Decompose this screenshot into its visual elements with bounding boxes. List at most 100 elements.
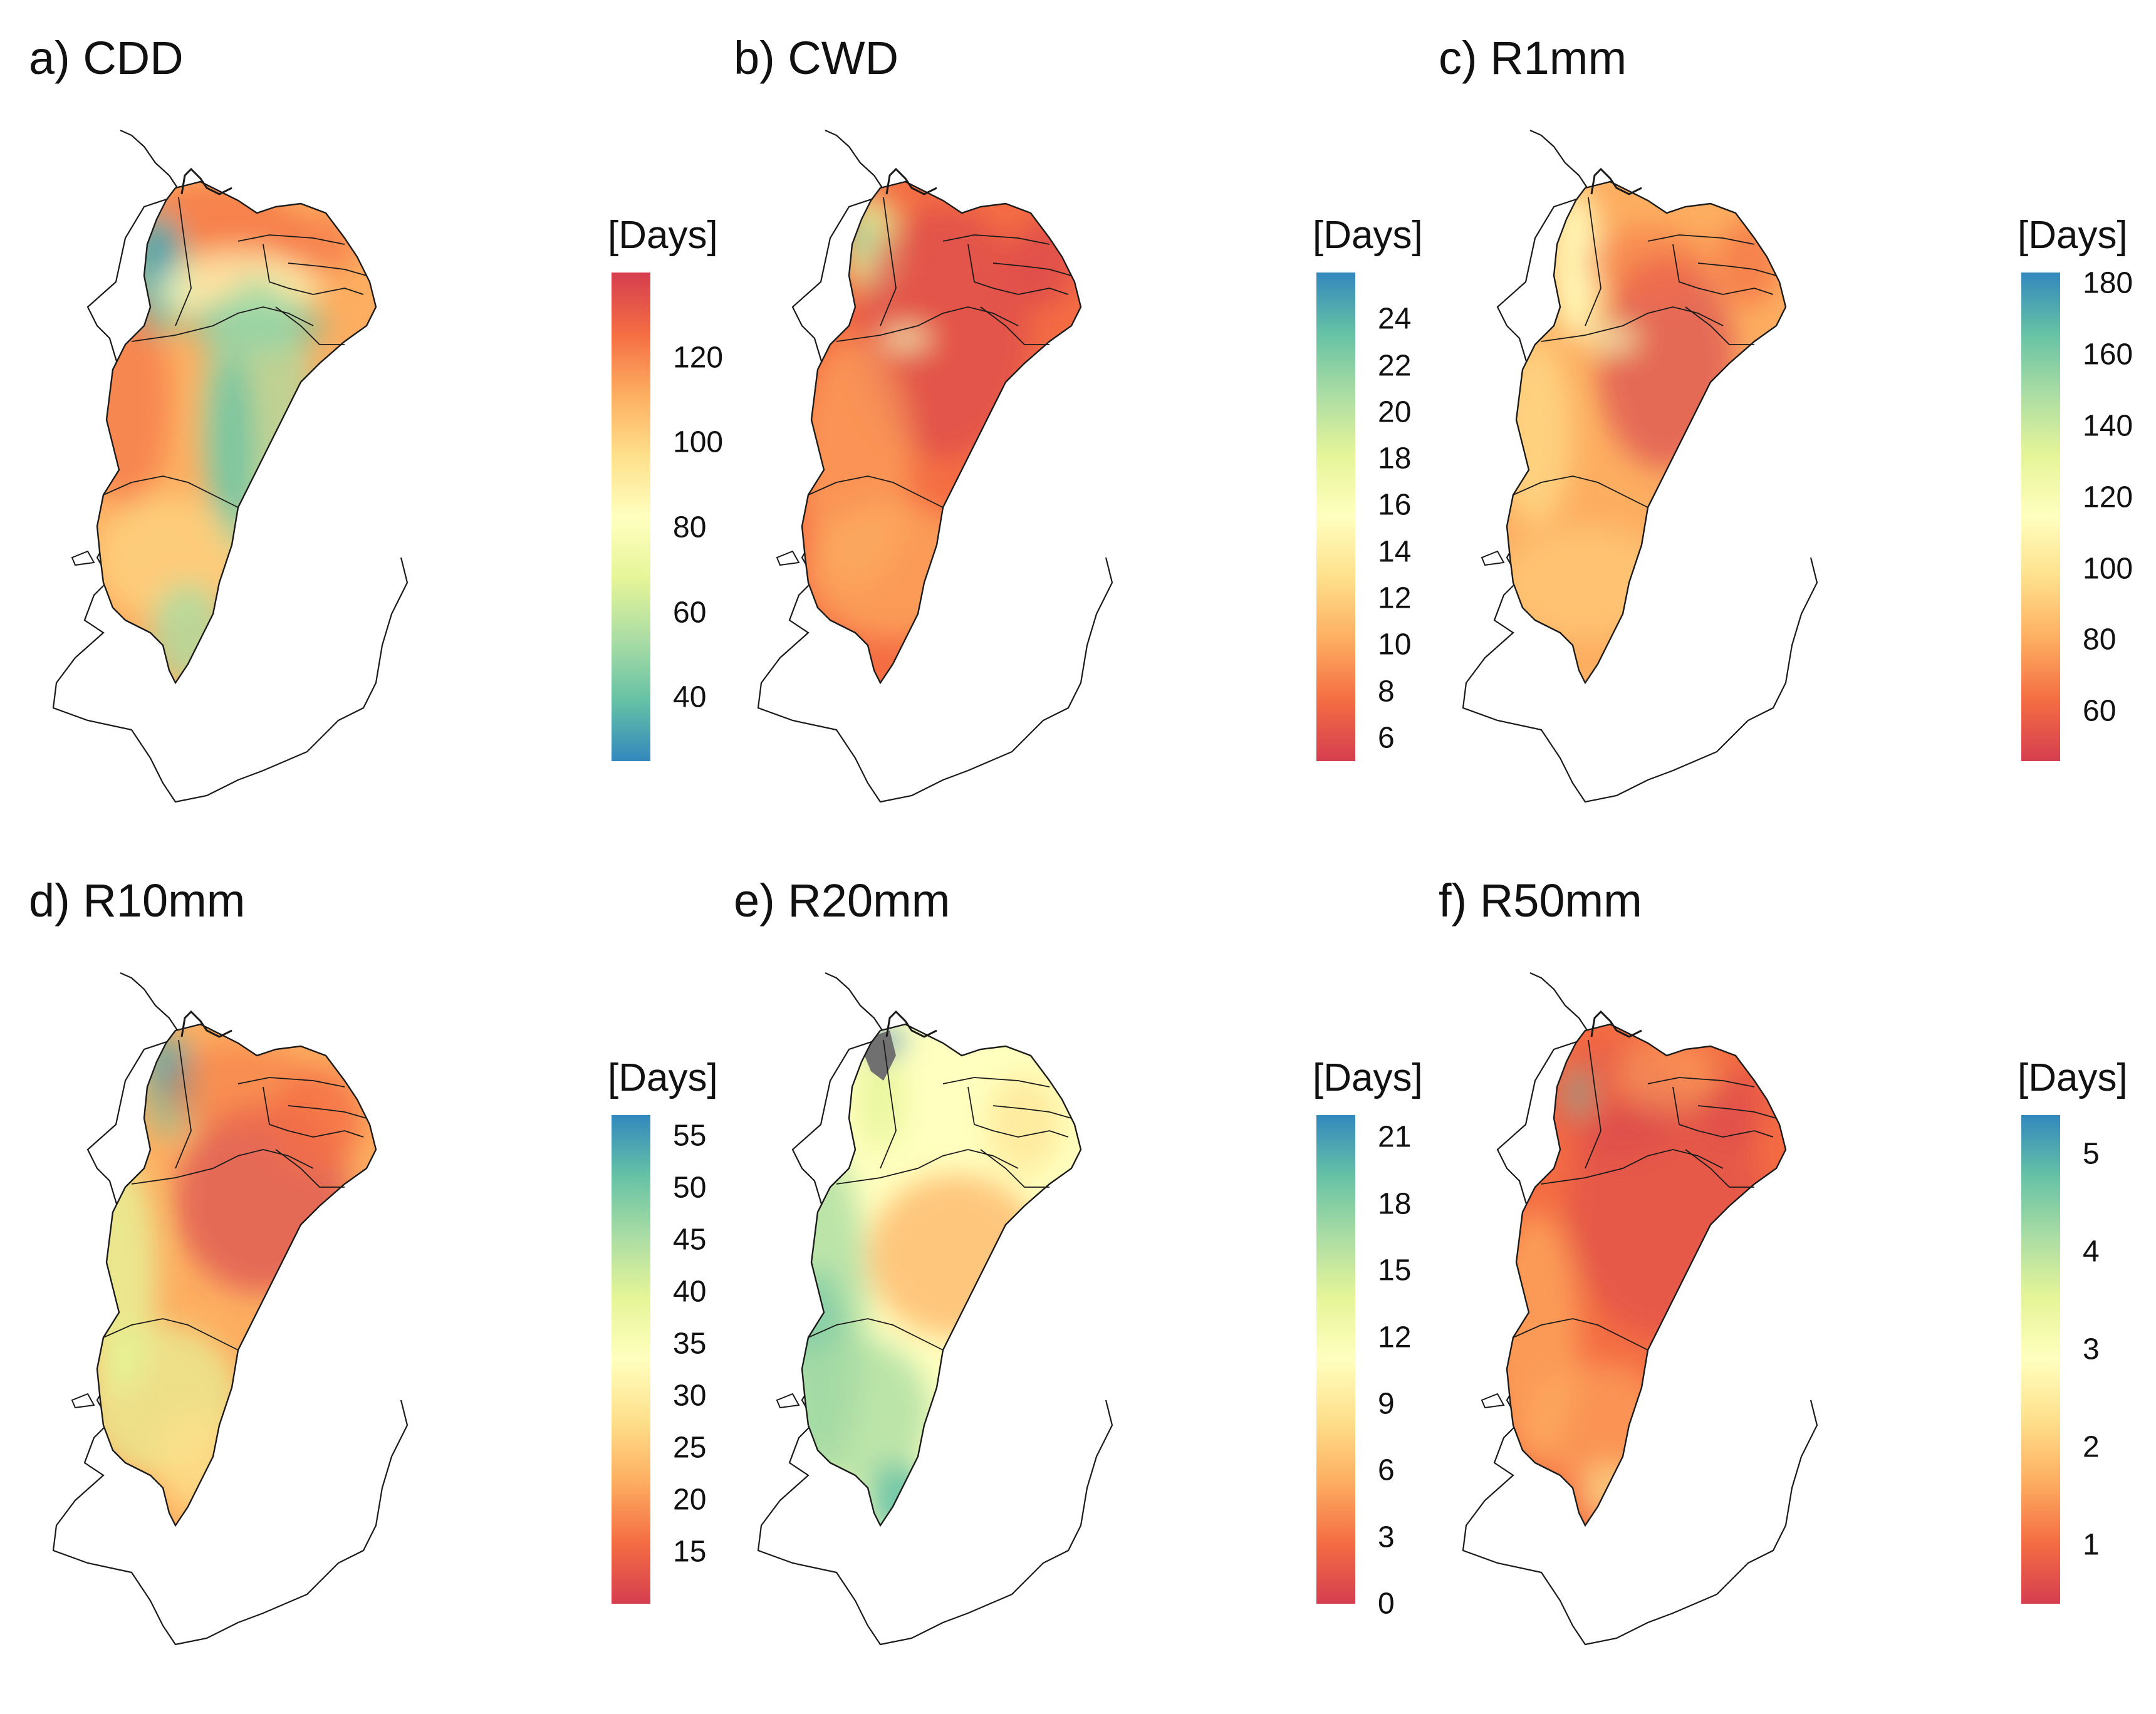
coastline-detail — [180, 167, 232, 195]
coastline-detail — [885, 167, 937, 195]
colorbar-tick-mark — [650, 441, 662, 444]
colorbar-tick-label: 8 — [1378, 675, 1395, 709]
colorbar — [2021, 273, 2060, 761]
colorbar-tick-mark — [1355, 690, 1367, 693]
colorbar-tick-mark — [2060, 282, 2071, 284]
colorbar-tick-label: 40 — [673, 680, 707, 714]
state-border — [980, 306, 1049, 345]
colorbar-tick-mark — [1355, 643, 1367, 646]
colorbar-tick-mark — [1355, 504, 1367, 506]
colorbar-tick-label: 1 — [2083, 1528, 2100, 1562]
colorbar-tick-label: 180 — [2083, 266, 2133, 300]
colorbar-tick-label: 16 — [1378, 488, 1412, 522]
state-border — [1672, 244, 1774, 295]
colorbar-tick-label: 2 — [2083, 1430, 2100, 1464]
field-patch — [1617, 1037, 1717, 1112]
panel-title: a) CDD — [29, 32, 184, 84]
colorbar-tick-label: 6 — [1378, 1453, 1395, 1487]
map-cwd — [757, 129, 1113, 803]
colorbar-tick-mark — [2060, 1544, 2071, 1546]
field-patch — [805, 501, 981, 639]
region-outline — [757, 972, 1113, 1646]
panel-title: b) CWD — [734, 32, 899, 84]
colorbar-tick-mark — [1355, 365, 1367, 367]
region-outline — [1462, 129, 1818, 803]
state-border — [288, 1105, 367, 1119]
field-patch — [1579, 1463, 1642, 1525]
colorbar-tick-label: 140 — [2083, 409, 2133, 443]
state-border — [942, 234, 1050, 245]
state-border — [980, 1149, 1049, 1188]
colorbar-tick-mark — [650, 1239, 662, 1241]
colorbar-tick-mark — [2060, 1446, 2071, 1448]
colorbar-tick-label: 12 — [1378, 581, 1412, 615]
field-patch — [987, 1074, 1062, 1175]
colorbar-tick-mark — [650, 526, 662, 529]
state-border — [1685, 1149, 1754, 1188]
colorbar-tick-mark — [650, 1291, 662, 1293]
colorbar-tick-label: 80 — [2083, 623, 2117, 657]
study-area-outline — [1506, 1023, 1787, 1527]
colorbar-tick-label: 15 — [673, 1535, 707, 1569]
colorbar-tick-mark — [650, 1135, 662, 1137]
colorbar-tick-mark — [650, 611, 662, 614]
colorbar-tick-label: 12 — [1378, 1321, 1412, 1354]
state-border — [1585, 1039, 1601, 1169]
colorbar-tick-mark — [1355, 1536, 1367, 1539]
coastline-detail — [885, 1010, 937, 1038]
state-border — [1697, 262, 1777, 276]
state-border — [1697, 1105, 1777, 1119]
colorbar-tick-mark — [2060, 353, 2071, 356]
state-border — [992, 262, 1072, 276]
state-border — [836, 306, 1019, 342]
panel-title: d) R10mm — [29, 875, 246, 927]
colorbar-tick-mark — [1355, 597, 1367, 600]
colorbar — [612, 273, 650, 761]
colorbar-tick-label: 30 — [673, 1379, 707, 1413]
colorbar-tick-label: 100 — [673, 425, 724, 459]
colorbar — [1316, 273, 1355, 761]
colorbar-tick-label: 0 — [1378, 1587, 1395, 1621]
colorbar-tick-mark — [2060, 710, 2071, 712]
colorbar-tick-label: 15 — [1378, 1254, 1412, 1287]
colorbar-tick-mark — [1355, 737, 1367, 739]
outline-inset — [71, 1393, 95, 1409]
colorbar-tick-mark — [1355, 411, 1367, 413]
field-patch — [157, 1413, 232, 1513]
colorbar-tick-mark — [2060, 1153, 2071, 1155]
panel-d-r10mm: d) R10mm [Days] 15 20 25 30 35 40 45 50 55 — [19, 868, 721, 1682]
colorbar — [612, 1115, 650, 1604]
state-border — [880, 197, 897, 326]
field-patch — [1585, 226, 1711, 301]
coastline-detail — [1590, 167, 1642, 195]
colorbar-tick-label: 3 — [2083, 1332, 2100, 1366]
state-border — [967, 244, 1069, 295]
region-outline — [757, 129, 1113, 803]
colorbar-tick-label: 20 — [673, 1483, 707, 1517]
colorbar-tick-label: 35 — [673, 1327, 707, 1361]
state-border — [1513, 1318, 1648, 1351]
colorbar-tick-mark — [2060, 1250, 2071, 1253]
colorbar-unit: [Days] — [608, 1056, 718, 1099]
state-border — [836, 1149, 1019, 1185]
state-border — [131, 1149, 314, 1185]
field-patch — [97, 495, 244, 620]
state-border — [1647, 1077, 1755, 1088]
study-area-outline — [96, 1023, 377, 1527]
panel-title: c) R1mm — [1439, 32, 1627, 84]
colorbar-tick-label: 3 — [1378, 1520, 1395, 1554]
field-patch — [1507, 526, 1673, 639]
colorbar-tick-label: 60 — [2083, 694, 2117, 728]
state-border — [237, 234, 345, 245]
colorbar-tick-mark — [1355, 551, 1367, 553]
colorbar-tick-mark — [1355, 318, 1367, 320]
region-outline — [52, 972, 409, 1646]
colorbar — [2021, 1115, 2060, 1604]
colorbar-tick-label: 55 — [673, 1119, 707, 1153]
outline-inset — [776, 550, 800, 566]
colorbar-tick-label: 10 — [1378, 628, 1412, 662]
state-border — [1585, 197, 1601, 326]
colorbar-tick-mark — [1355, 1269, 1367, 1272]
colorbar-tick-label: 45 — [673, 1223, 707, 1257]
colorbar-tick-label: 5 — [2083, 1137, 2100, 1171]
